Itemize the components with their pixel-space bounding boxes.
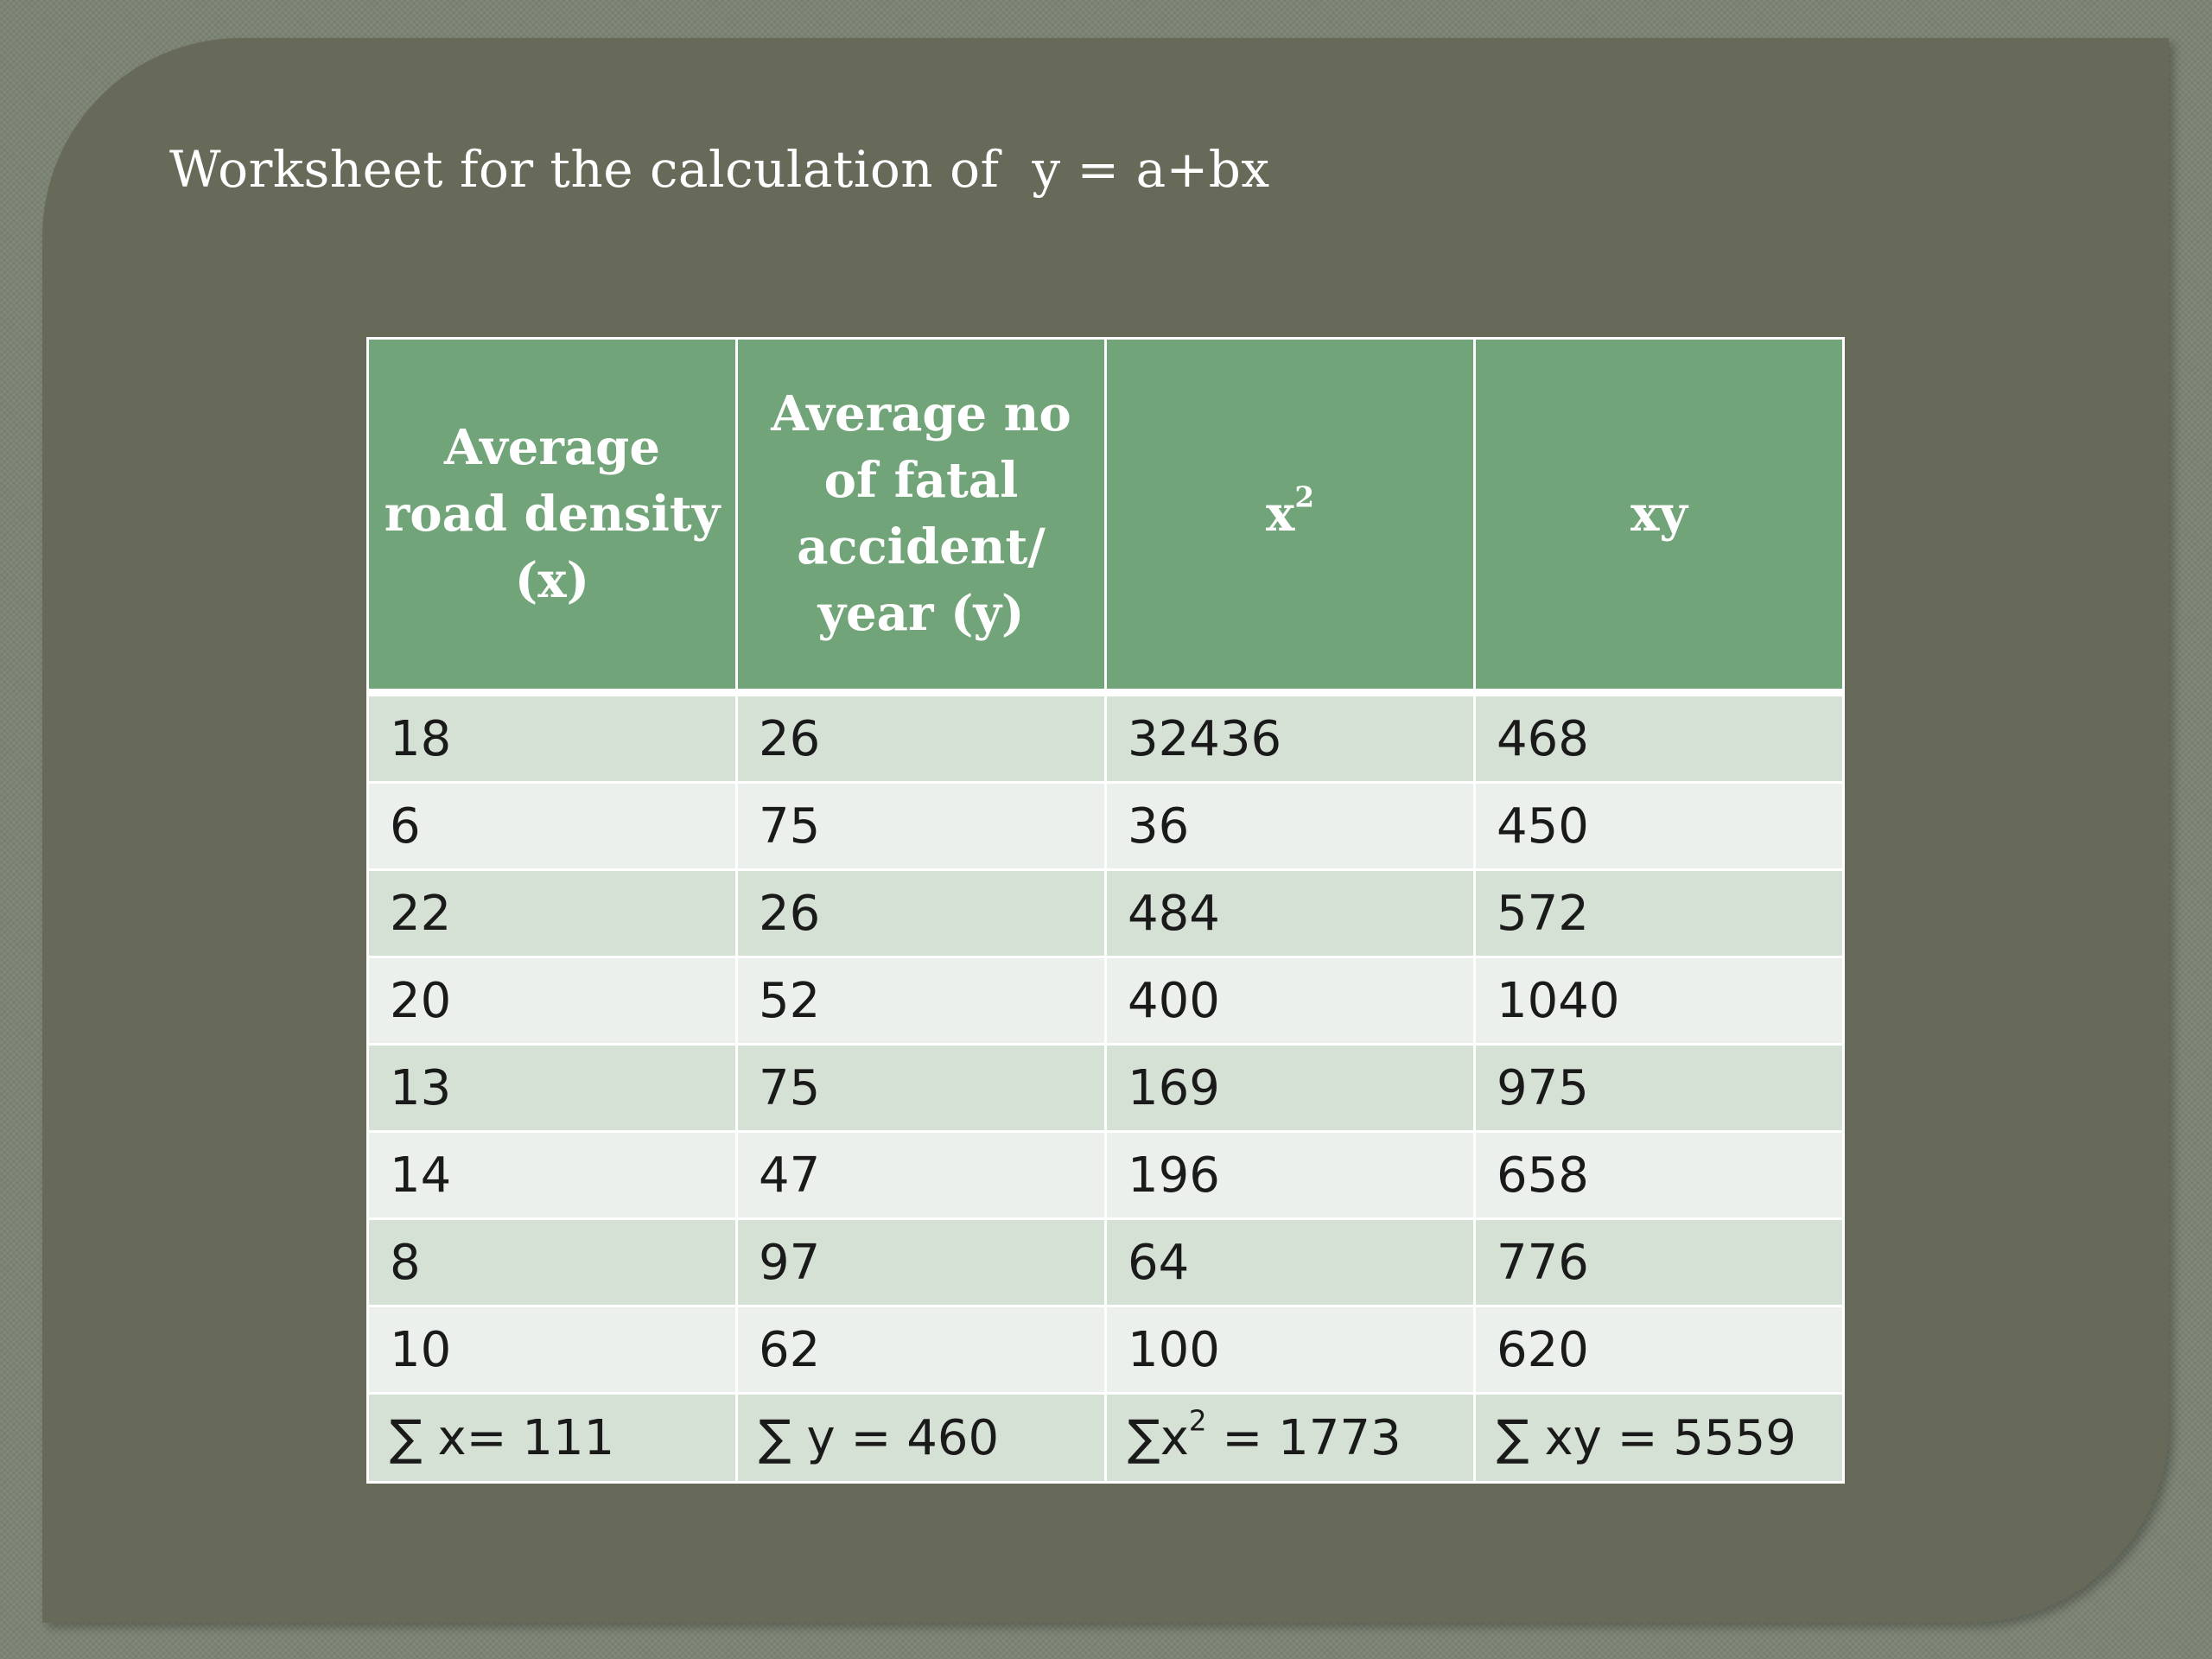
total-sum-x-squared-value: = 1773 <box>1206 1409 1402 1466</box>
total-sum-xy: ∑ xy = 5559 <box>1473 1392 1845 1484</box>
worksheet-table: Average road density (x) Average no of f… <box>366 337 1845 1484</box>
table-row: 6 75 36 450 <box>366 781 1845 871</box>
cell-y: 52 <box>735 956 1107 1046</box>
header-row: Average road density (x) Average no of f… <box>366 337 1845 696</box>
cell-x: 10 <box>366 1305 738 1395</box>
cell-y: 26 <box>735 691 1107 784</box>
cell-y: 97 <box>735 1217 1107 1307</box>
table-row: 14 47 196 658 <box>366 1130 1845 1220</box>
total-sum-x: ∑ x= 111 <box>366 1392 738 1484</box>
cell-x: 22 <box>366 868 738 958</box>
cell-x: 13 <box>366 1043 738 1133</box>
table-row: 8 97 64 776 <box>366 1217 1845 1307</box>
header-fatal-accidents: Average no of fatal accident/ year (y) <box>735 337 1107 696</box>
cell-x: 6 <box>366 781 738 871</box>
cell-y: 26 <box>735 868 1107 958</box>
header-xy: xy <box>1473 337 1845 696</box>
cell-xy: 450 <box>1473 781 1845 871</box>
cell-xy: 620 <box>1473 1305 1845 1395</box>
table-row: 18 26 32436 468 <box>366 691 1845 784</box>
cell-y: 47 <box>735 1130 1107 1220</box>
header-x-squared-exponent: 2 <box>1294 480 1314 513</box>
cell-x-squared: 400 <box>1104 956 1476 1046</box>
cell-x: 14 <box>366 1130 738 1220</box>
totals-row: ∑ x= 111 ∑ y = 460 ∑x2 = 1773 ∑ xy = 555… <box>366 1392 1845 1484</box>
total-sum-y: ∑ y = 460 <box>735 1392 1107 1484</box>
header-x-squared: x2 <box>1104 337 1476 696</box>
cell-y: 62 <box>735 1305 1107 1395</box>
cell-y: 75 <box>735 1043 1107 1133</box>
total-sum-x-squared: ∑x2 = 1773 <box>1104 1392 1476 1484</box>
cell-x-squared: 484 <box>1104 868 1476 958</box>
table-row: 22 26 484 572 <box>366 868 1845 958</box>
cell-x-squared: 100 <box>1104 1305 1476 1395</box>
total-sum-x-squared-prefix: ∑x <box>1128 1409 1189 1466</box>
cell-x-squared: 32436 <box>1104 691 1476 784</box>
cell-xy: 776 <box>1473 1217 1845 1307</box>
cell-x-squared: 196 <box>1104 1130 1476 1220</box>
cell-x-squared: 64 <box>1104 1217 1476 1307</box>
cell-x: 20 <box>366 956 738 1046</box>
table-row: 13 75 169 975 <box>366 1043 1845 1133</box>
slide-title: Worksheet for the calculation of y = a+b… <box>169 140 1270 199</box>
cell-y: 75 <box>735 781 1107 871</box>
table-row: 20 52 400 1040 <box>366 956 1845 1046</box>
cell-xy: 1040 <box>1473 956 1845 1046</box>
cell-xy: 468 <box>1473 691 1845 784</box>
cell-x-squared: 36 <box>1104 781 1476 871</box>
header-road-density: Average road density (x) <box>366 337 738 696</box>
cell-x: 18 <box>366 691 738 784</box>
total-sum-x-squared-exponent: 2 <box>1188 1403 1207 1437</box>
table-row: 10 62 100 620 <box>366 1305 1845 1395</box>
cell-xy: 658 <box>1473 1130 1845 1220</box>
header-x-squared-base: x <box>1266 485 1295 543</box>
cell-xy: 572 <box>1473 868 1845 958</box>
cell-xy: 975 <box>1473 1043 1845 1133</box>
cell-x: 8 <box>366 1217 738 1307</box>
cell-x-squared: 169 <box>1104 1043 1476 1133</box>
